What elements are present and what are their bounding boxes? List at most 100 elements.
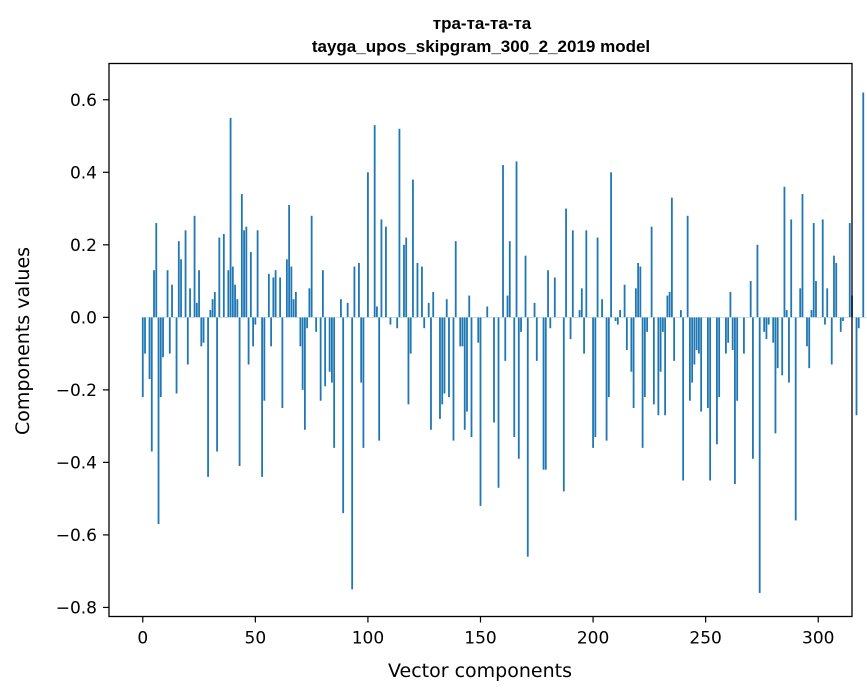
bar-202 — [596, 237, 599, 318]
bar-256 — [718, 317, 721, 398]
bar-296 — [808, 317, 811, 369]
bar-59 — [274, 270, 277, 318]
bar-161 — [504, 317, 507, 361]
bar-53 — [261, 317, 263, 477]
plot-frame — [108, 62, 853, 618]
bar-57 — [270, 317, 273, 347]
x-axis-ticks: 0 50 100 150 200 250 300 — [137, 616, 834, 649]
bar-207 — [607, 317, 610, 398]
bar-125 — [423, 317, 426, 329]
bar-236 — [673, 317, 676, 361]
bar-6 — [155, 223, 158, 318]
bar-32 — [213, 291, 216, 318]
bar-292 — [799, 288, 802, 318]
bar-74 — [308, 288, 311, 318]
bar-5 — [153, 270, 155, 318]
bar-306 — [830, 317, 833, 365]
bar-264 — [736, 317, 739, 401]
bar-9 — [162, 317, 164, 358]
bar-302 — [821, 219, 824, 318]
bar-50 — [254, 317, 257, 325]
bar-166 — [515, 161, 518, 318]
bar-85 — [333, 317, 336, 448]
bar-65 — [288, 204, 291, 318]
bar-104 — [376, 306, 378, 318]
bar-93 — [351, 317, 354, 590]
bar-141 — [459, 317, 462, 347]
bar-219 — [634, 288, 637, 318]
bar-91 — [346, 302, 349, 318]
bar-105 — [378, 317, 381, 441]
bar-45 — [243, 230, 245, 318]
bar-194 — [578, 310, 581, 318]
bar-58 — [272, 277, 275, 318]
bar-234 — [668, 291, 671, 318]
bar-144 — [466, 317, 468, 412]
bar-21 — [189, 288, 191, 318]
bar-128 — [430, 317, 432, 430]
y-tick-label: −0.6 — [56, 526, 97, 546]
bar-73 — [306, 317, 309, 329]
bar-67 — [292, 299, 295, 318]
x-tick-label: 100 — [352, 629, 384, 649]
bar-227 — [652, 317, 655, 405]
bar-311 — [842, 317, 844, 321]
y-tick-label: 0.0 — [70, 308, 97, 328]
bar-174 — [533, 302, 536, 318]
bar-229 — [657, 317, 660, 416]
bar-243 — [688, 317, 691, 401]
bar-7 — [157, 317, 160, 525]
bar-series — [141, 92, 867, 593]
bar-212 — [619, 310, 621, 318]
bar-153 — [486, 306, 489, 318]
bar-103 — [373, 125, 376, 318]
bar-51 — [256, 230, 259, 318]
bar-81 — [324, 317, 327, 387]
bar-98 — [362, 317, 365, 448]
bar-49 — [252, 317, 254, 347]
bar-0 — [141, 317, 144, 398]
bar-24 — [195, 302, 198, 318]
bar-83 — [328, 317, 331, 372]
bar-29 — [207, 317, 209, 477]
bar-119 — [409, 317, 412, 354]
bar-223 — [643, 317, 646, 398]
bar-303 — [824, 317, 826, 325]
bar-287 — [788, 317, 790, 383]
bar-38 — [227, 270, 230, 318]
bar-33 — [216, 317, 218, 452]
bar-23 — [193, 215, 196, 318]
bar-255 — [716, 317, 718, 445]
bar-17 — [180, 259, 182, 318]
bar-135 — [445, 299, 448, 318]
bar-20 — [186, 317, 189, 365]
bar-298 — [812, 223, 815, 318]
bar-270 — [749, 281, 752, 318]
bar-136 — [448, 317, 450, 398]
bar-230 — [659, 317, 662, 372]
bar-117 — [405, 237, 408, 318]
bar-183 — [553, 277, 556, 318]
bar-197 — [585, 230, 588, 318]
bar-46 — [245, 226, 248, 318]
bar-4 — [150, 317, 153, 452]
bar-127 — [427, 302, 430, 318]
bar-3 — [148, 317, 151, 379]
bar-72 — [303, 317, 306, 430]
y-tick-label: −0.2 — [56, 381, 97, 401]
y-tick-label: 0.4 — [70, 163, 97, 183]
bar-138 — [452, 317, 455, 441]
bar-187 — [562, 317, 565, 492]
bar-226 — [650, 226, 653, 318]
bar-30 — [209, 310, 212, 318]
bar-285 — [783, 186, 786, 318]
chart-title: тра-та-та-та — [433, 14, 532, 33]
bar-8 — [159, 317, 162, 398]
bar-64 — [285, 259, 288, 318]
bar-240 — [682, 317, 685, 481]
bar-286 — [785, 310, 788, 318]
bar-178 — [542, 317, 545, 470]
bar-26 — [200, 317, 203, 347]
y-tick-label: −0.4 — [56, 453, 97, 473]
bar-44 — [240, 194, 243, 318]
